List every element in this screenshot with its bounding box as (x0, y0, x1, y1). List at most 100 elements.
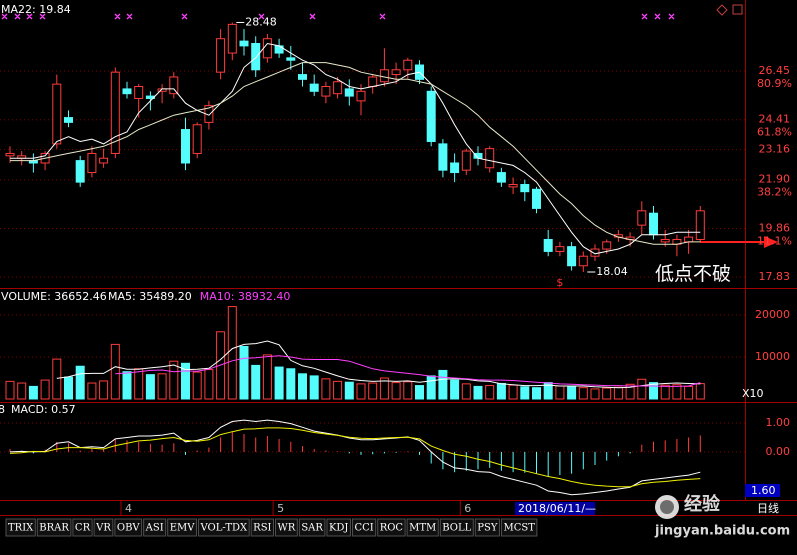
volume-bar (344, 381, 354, 400)
candle-body (52, 83, 62, 145)
tab[interactable] (439, 518, 474, 537)
tab[interactable] (474, 518, 500, 537)
tab-label[interactable]: WR (278, 523, 296, 534)
tab[interactable] (250, 518, 275, 537)
legend-entry: MA10: 38932.40 (200, 290, 291, 303)
volume-bar (660, 384, 670, 400)
volume-title: VOLUME: 36652.46 (1, 290, 107, 303)
tab[interactable] (5, 518, 36, 537)
icon-diamond[interactable] (716, 4, 728, 16)
candle-body (216, 38, 226, 73)
tab-label[interactable]: MTM (409, 523, 436, 534)
tab[interactable] (36, 518, 72, 537)
candle-body (181, 129, 190, 164)
candle-body (333, 81, 343, 95)
volume-bar (262, 354, 272, 400)
ma-line (10, 42, 701, 255)
tab-label[interactable]: ASI (145, 523, 164, 534)
y-tick-label: 10000 (755, 350, 790, 363)
tab-label[interactable]: CCI (354, 523, 373, 534)
volume-bar (637, 378, 647, 400)
candle-body (660, 238, 670, 243)
fib-label: 11.1% (757, 234, 792, 247)
y-tick-label: 19.86 (759, 221, 791, 234)
volume-bar (134, 368, 144, 400)
tab-label[interactable]: CR (75, 523, 91, 534)
volume-bar (567, 385, 577, 400)
tab[interactable] (167, 518, 197, 537)
volume-bar (239, 345, 249, 400)
tab[interactable] (143, 518, 167, 537)
ma-line (56, 340, 701, 389)
tab[interactable] (500, 518, 538, 537)
y-tick-label: 23.16 (759, 143, 791, 156)
candle-body (555, 246, 565, 252)
tab-label[interactable]: RSI (253, 523, 271, 534)
candle-body (169, 76, 179, 95)
tab-label[interactable]: TRIX (8, 523, 34, 534)
x-tick-label: 4 (125, 502, 132, 515)
volume-bar (181, 362, 190, 400)
tab-label[interactable]: BRAR (39, 523, 69, 534)
tab-label[interactable]: EMV (170, 523, 196, 534)
volume-bar (286, 368, 296, 400)
candle-body (64, 117, 73, 123)
candle-body (110, 71, 120, 154)
volume-bar (192, 371, 202, 400)
volume-bar (672, 384, 682, 400)
tab-label[interactable]: SAR (301, 523, 323, 534)
volume-bar (64, 376, 73, 400)
y-tick-label: 17.83 (759, 270, 791, 283)
annotation: 18.04 (596, 265, 628, 278)
tab[interactable] (197, 518, 250, 537)
tab-label[interactable]: BOLL (442, 523, 471, 534)
tab-label[interactable]: ROC (380, 523, 404, 534)
tab-label[interactable]: VOL-TDX (199, 523, 248, 534)
tab-label[interactable]: VR (95, 523, 111, 534)
volume-bar (684, 385, 694, 400)
volume-bar (298, 373, 307, 400)
candle-body (239, 40, 249, 47)
annotation: 28.48 (245, 15, 276, 28)
volume-bar (368, 382, 378, 400)
candle-body (578, 255, 588, 267)
volume-bar (578, 387, 588, 400)
tab[interactable] (114, 518, 143, 537)
tab[interactable] (93, 518, 114, 537)
candle-body (344, 88, 354, 97)
tab-label[interactable]: PSY (477, 523, 498, 534)
tab[interactable] (72, 518, 93, 537)
candle-body (567, 246, 577, 267)
tab-label[interactable]: OBV (117, 523, 141, 534)
x-tick-label: 5 (277, 502, 284, 515)
volume-bar (145, 374, 155, 400)
volume-bar (274, 366, 284, 400)
candle-body (87, 152, 97, 174)
tab[interactable] (406, 518, 439, 537)
volume-bar (508, 384, 518, 400)
tab[interactable] (298, 518, 326, 537)
tab[interactable] (275, 518, 298, 537)
tab[interactable] (377, 518, 406, 537)
candle-body (391, 69, 401, 76)
volume-bar (87, 382, 97, 400)
icon-square[interactable] (732, 4, 743, 15)
volume-bar (110, 343, 120, 400)
volume-bar (379, 377, 389, 400)
candle-body (134, 86, 144, 99)
tab-label[interactable]: MCST (503, 523, 535, 534)
date-box (515, 502, 595, 515)
tab-label[interactable]: KDJ (329, 523, 349, 534)
volume-bar (204, 369, 214, 400)
volume-bar (122, 371, 132, 400)
volume-bar (555, 385, 565, 400)
period[interactable]: 日线 (757, 501, 779, 515)
candle-body (426, 90, 436, 142)
tab[interactable] (351, 518, 377, 537)
candle-body (496, 172, 506, 183)
candle-body (99, 157, 109, 164)
tab[interactable] (326, 518, 351, 537)
readout-box (745, 484, 780, 497)
volume-bar (461, 383, 471, 400)
